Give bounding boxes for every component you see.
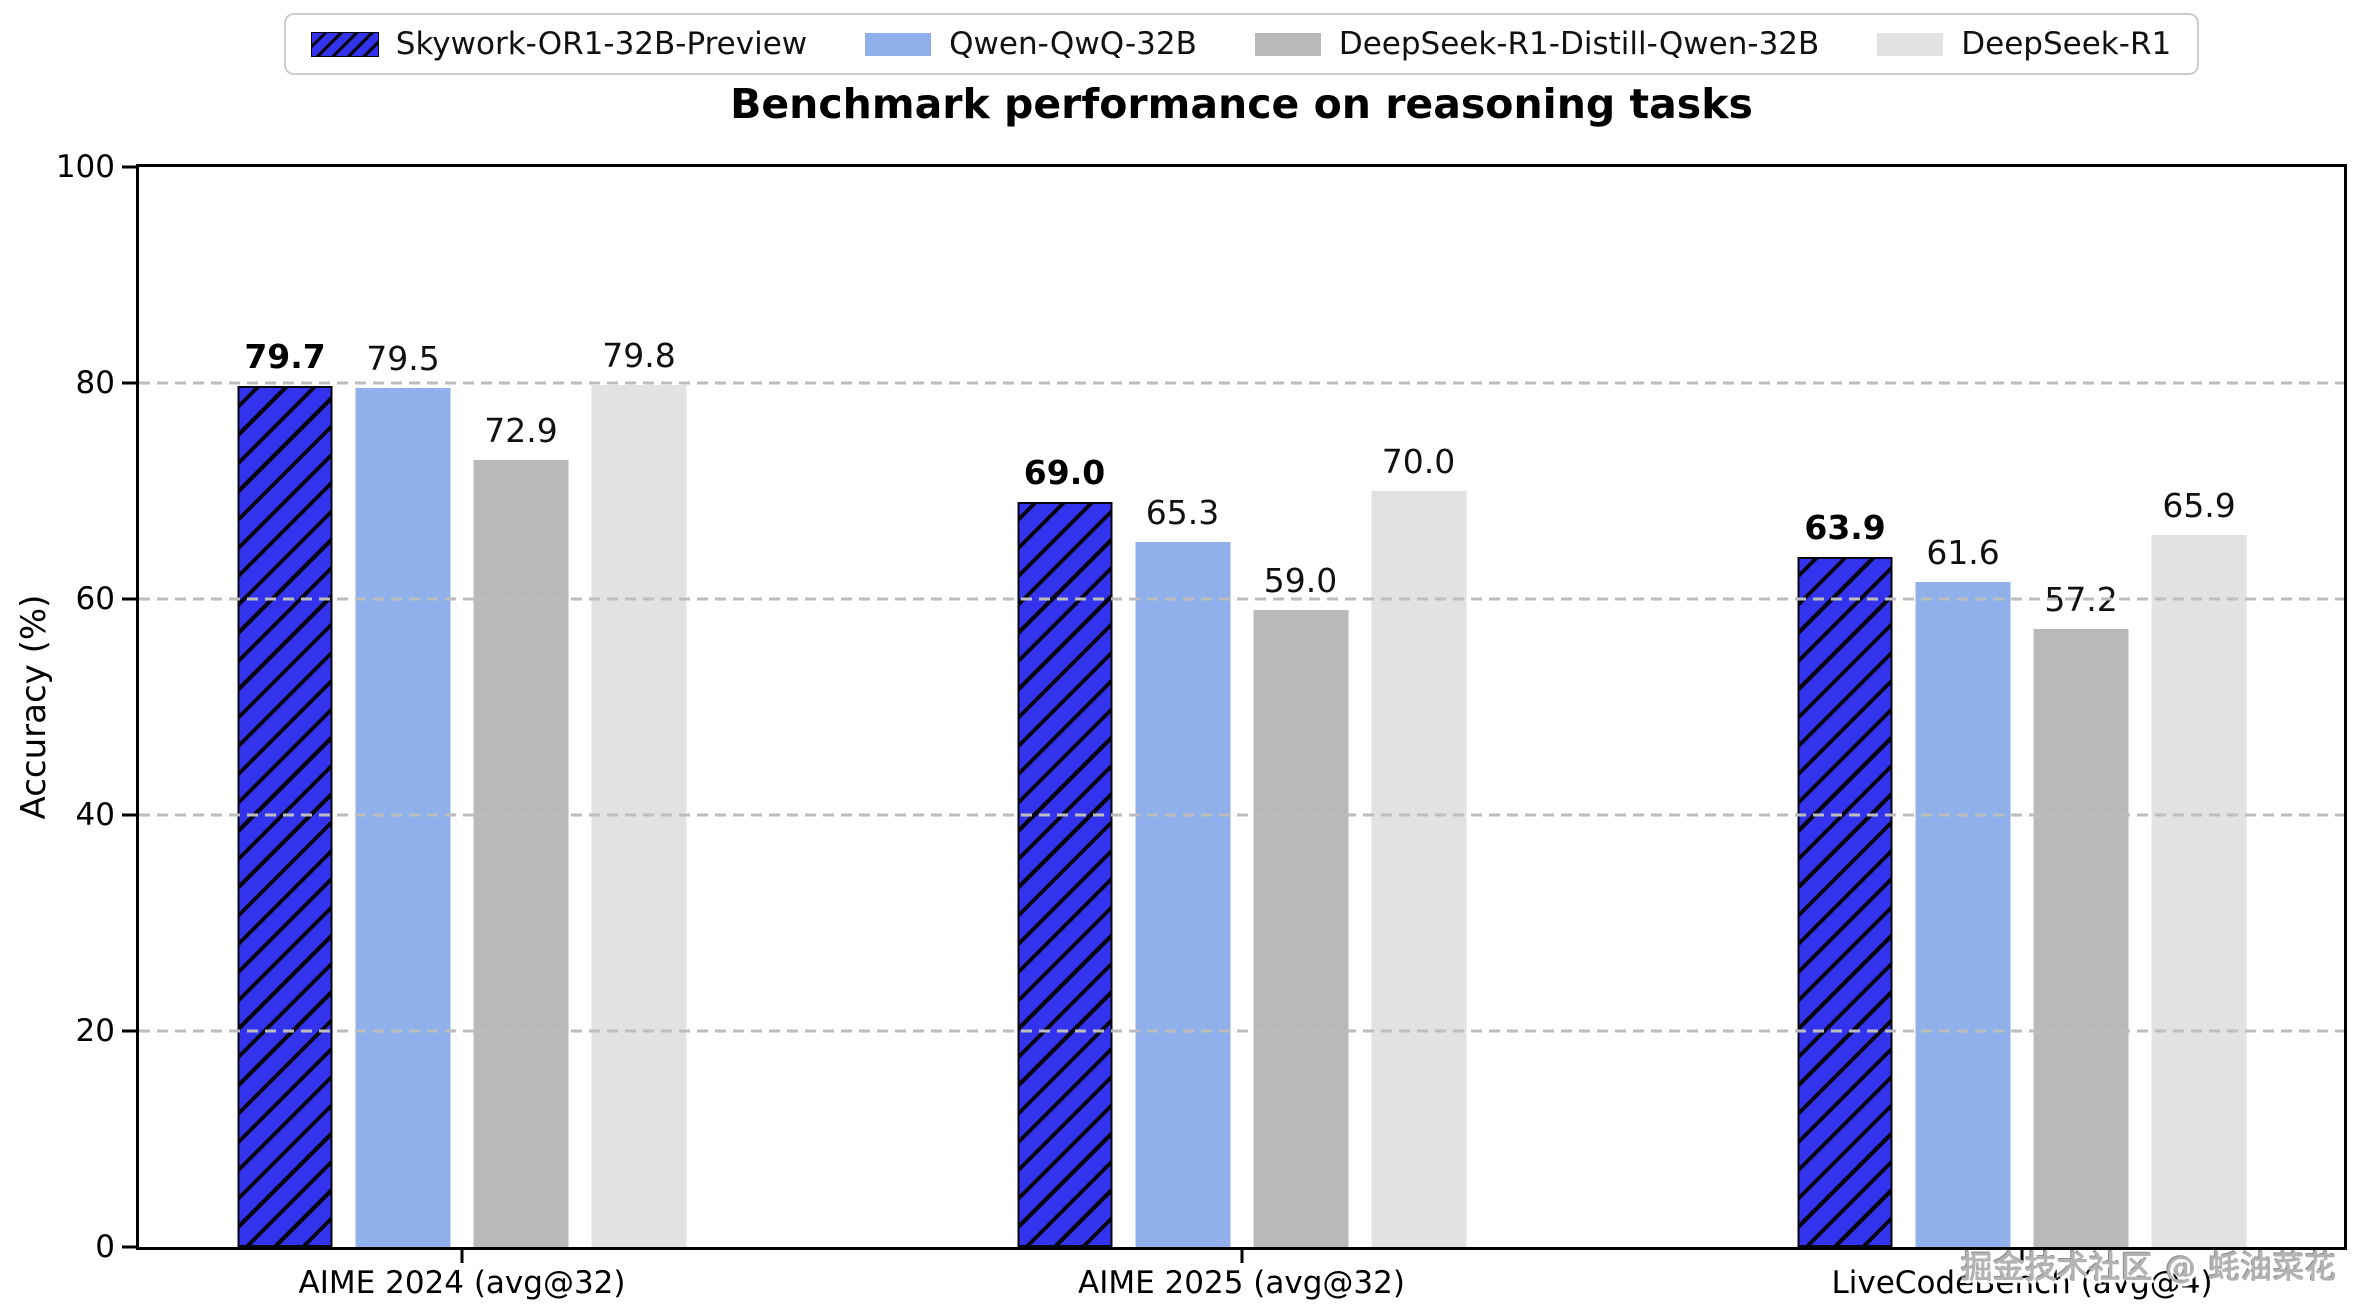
y-tick-label: 60 — [75, 581, 115, 617]
x-tick-label: AIME 2024 (avg@32) — [298, 1265, 626, 1301]
x-tick-mark — [460, 1250, 464, 1263]
bar-cell: 65.9 — [2151, 167, 2247, 1247]
bar-value-label: 72.9 — [484, 410, 558, 450]
y-tick-mark — [122, 381, 136, 385]
bar-cell: 72.9 — [473, 167, 569, 1247]
bar-cell: 69.0 — [1017, 167, 1112, 1247]
legend-swatch-deepseek-r1-distill-qwen-32b — [1254, 32, 1321, 56]
legend-swatch-hatched-skywork-or1-32b-preview — [310, 31, 379, 57]
bar-group-aime-2025-avg-32: 69.0 65.3 59.0 70.0 — [1017, 167, 1466, 1247]
legend-item-deepseek-r1-distill-qwen-32b: DeepSeek-R1-Distill-Qwen-32B — [1254, 26, 1820, 62]
watermark: 掘金技术社区 @ 蚝油菜花 — [1961, 1250, 2337, 1286]
y-tick-label: 20 — [75, 1013, 115, 1049]
bar-cell: 70.0 — [1371, 167, 1466, 1247]
bar-qwen-qwq-32b — [1135, 541, 1230, 1247]
bar-qwen-qwq-32b — [1915, 581, 2011, 1247]
x-tick-label: AIME 2025 (avg@32) — [1078, 1265, 1405, 1301]
bar-cell: 61.6 — [1915, 167, 2011, 1247]
bar-value-label: 79.5 — [366, 339, 440, 379]
chart-title: Benchmark performance on reasoning tasks — [730, 80, 1753, 128]
bar-cell: 79.5 — [355, 167, 451, 1247]
y-axis-title: Accuracy (%) — [14, 594, 54, 820]
legend: Skywork-OR1-32B-Preview Qwen-QwQ-32B DeepS… — [283, 13, 2200, 76]
legend-label: Qwen-QwQ-32B — [949, 26, 1197, 62]
bar-group-livecodebench-avg-4: 63.9 61.6 57.2 65.9 — [1797, 167, 2247, 1247]
bar-deepseek-r1 — [1371, 491, 1466, 1247]
y-tick-mark — [122, 1245, 136, 1249]
bar-cell: 57.2 — [2033, 167, 2129, 1247]
y-tick-mark — [122, 597, 136, 601]
bar-value-label: 57.2 — [2044, 580, 2118, 620]
bar-deepseek-r1-distill-qwen-32b — [1253, 609, 1348, 1247]
bar-deepseek-r1 — [591, 385, 687, 1247]
bar-value-label: 79.7 — [244, 337, 326, 377]
y-tick-mark — [122, 1029, 136, 1033]
x-tick-label: LiveCodeBench (avg@4) — [1831, 1265, 2213, 1301]
bar-value-label: 59.0 — [1263, 560, 1338, 600]
bar-value-label: 65.9 — [2162, 486, 2236, 526]
bar-value-label: 61.6 — [1926, 532, 2000, 572]
bar-deepseek-r1-distill-qwen-32b — [473, 459, 569, 1247]
legend-item-qwen-qwq-32b: Qwen-QwQ-32B — [865, 27, 1197, 61]
y-tick-mark — [122, 813, 136, 817]
legend-item-deepseek-r1: DeepSeek-R1 — [1877, 27, 2171, 61]
bar-deepseek-r1 — [2151, 535, 2247, 1247]
bar-skywork-or1-32b-preview — [237, 386, 333, 1247]
bar-skywork-or1-32b-preview — [1017, 501, 1112, 1247]
x-tick-mark — [2020, 1250, 2024, 1263]
y-tick-label: 80 — [75, 365, 115, 401]
plot-area: 79.7 79.5 72.9 79.8 69.0 65.3 59.0 70.0 63.9 61.6… — [56, 149, 2347, 1301]
legend-row: Skywork-OR1-32B-Preview Qwen-QwQ-32B DeepS… — [136, 13, 2347, 76]
bar-cell: 63.9 — [1797, 167, 1893, 1247]
bar-group-aime-2024-avg-32: 79.7 79.5 72.9 79.8 — [237, 167, 687, 1247]
bar-cell: 65.3 — [1135, 167, 1230, 1247]
legend-label: DeepSeek-R1 — [1961, 26, 2172, 62]
bar-qwen-qwq-32b — [355, 388, 451, 1247]
x-tick-mark — [1240, 1250, 1243, 1263]
bar-value-label: 65.3 — [1145, 492, 1220, 532]
legend-label: Skywork-OR1-32B-Preview — [395, 26, 808, 62]
y-tick-label: 0 — [95, 1229, 115, 1265]
bar-cell: 59.0 — [1253, 167, 1348, 1247]
legend-swatch-qwen-qwq-32b — [865, 32, 932, 56]
bar-cell: 79.8 — [591, 167, 687, 1247]
y-tick-mark — [122, 165, 136, 169]
legend-label: DeepSeek-R1-Distill-Qwen-32B — [1338, 26, 1820, 62]
bar-deepseek-r1-distill-qwen-32b — [2033, 629, 2129, 1247]
legend-item-skywork-or1-32b-preview: Skywork-OR1-32B-Preview — [310, 26, 808, 62]
bar-value-label: 70.0 — [1381, 442, 1456, 481]
bar-value-label: 69.0 — [1023, 452, 1106, 492]
y-tick-label: 100 — [55, 149, 115, 185]
bar-value-label: 63.9 — [1804, 507, 1886, 547]
bar-value-label: 79.8 — [602, 336, 676, 376]
legend-swatch-deepseek-r1 — [1877, 32, 1944, 56]
y-tick-label: 40 — [75, 797, 115, 833]
bar-skywork-or1-32b-preview — [1797, 556, 1893, 1247]
bar-cell: 79.7 — [237, 167, 333, 1247]
